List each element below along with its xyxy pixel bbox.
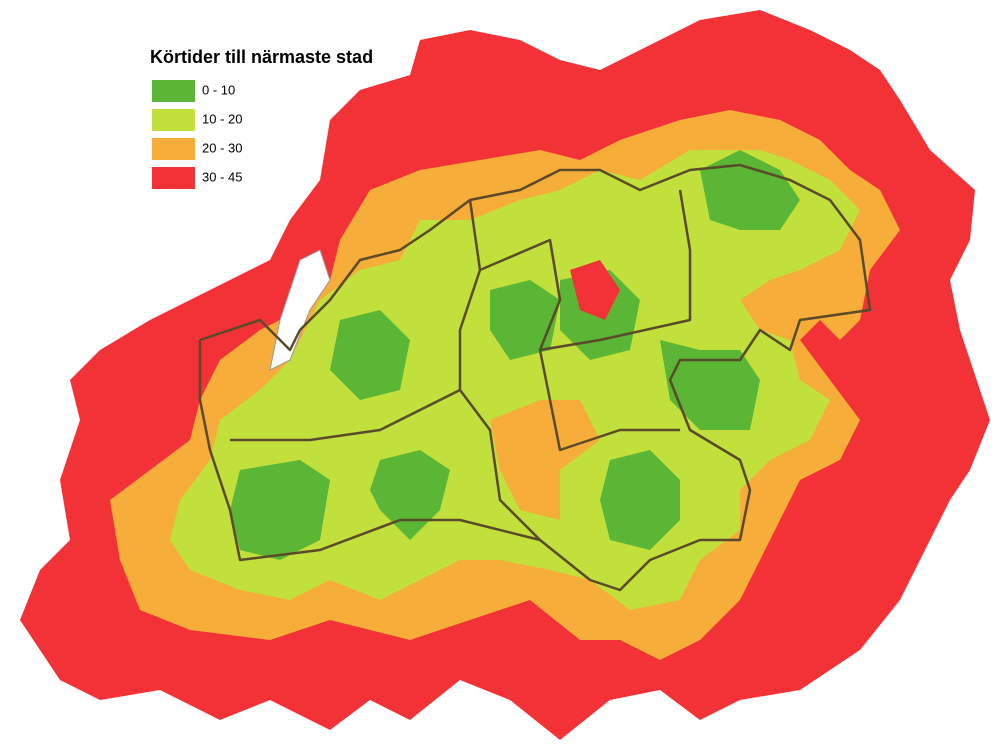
zone-0-10 (330, 310, 410, 400)
legend-items: 0 - 10 10 - 20 20 - 30 30 - 45 (152, 80, 242, 189)
zone-0-10 (700, 150, 800, 230)
legend-swatch (152, 167, 195, 189)
legend-label: 20 - 30 (202, 140, 242, 155)
water (269, 249, 331, 371)
municipal-border (538, 349, 680, 452)
legend-label: 30 - 45 (202, 169, 242, 184)
zone-0-10 (490, 280, 560, 360)
zone-0-10 (230, 460, 330, 560)
legend-swatch (152, 80, 195, 102)
legend: Körtider till närmaste stad 0 - 10 10 - 2… (150, 47, 373, 189)
municipal-border (198, 163, 872, 592)
legend-title: Körtider till närmaste stad (150, 47, 373, 67)
zone-10-20 (170, 150, 860, 610)
municipal-border (459, 389, 541, 541)
zone-0-10 (660, 340, 760, 430)
legend-label: 0 - 10 (202, 82, 235, 97)
municipal-border (479, 189, 692, 352)
legend-label: 10 - 20 (202, 111, 242, 126)
legend-swatch (152, 109, 195, 131)
zone-0-10 (370, 450, 450, 540)
zone-0-10 (600, 450, 680, 550)
legend-swatch (152, 138, 195, 160)
zone-30-45 (570, 260, 620, 320)
zone-20-30 (490, 400, 600, 520)
